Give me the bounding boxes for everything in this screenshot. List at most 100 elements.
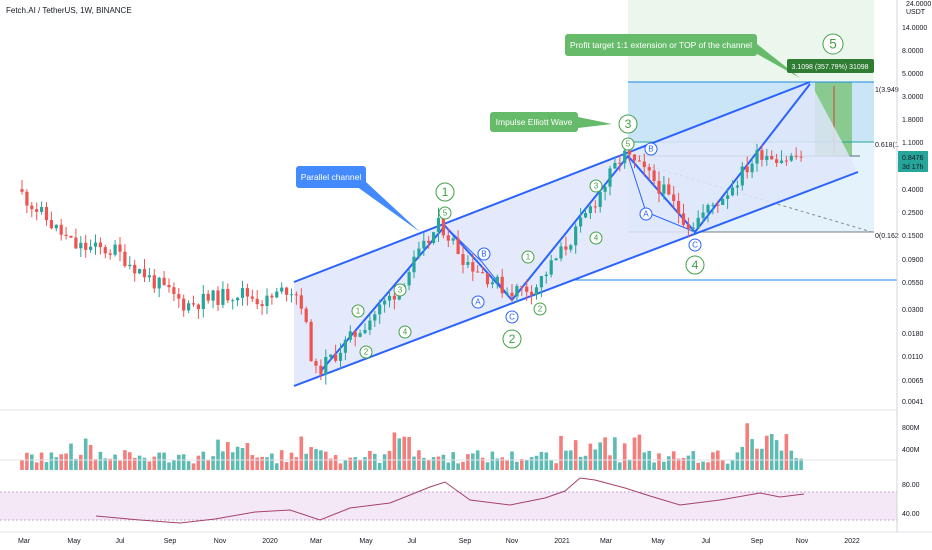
rsi-tick: 80.00 <box>902 482 920 489</box>
volume-bar <box>191 463 196 470</box>
candle-body <box>314 361 318 366</box>
candle-body <box>245 288 249 297</box>
time-axis-tick: Mar <box>18 538 31 545</box>
candle-body <box>466 262 470 265</box>
candle-body <box>363 329 367 334</box>
candle-body <box>20 189 24 192</box>
candle-body <box>329 354 333 357</box>
volume-bar <box>59 454 63 470</box>
volume-bar <box>485 462 490 470</box>
price-axis-tick: 0.0550 <box>902 280 924 287</box>
volume-bar <box>118 460 122 470</box>
volume-bar <box>98 451 103 470</box>
candle-body <box>745 166 749 173</box>
price-axis-tick: 0.1500 <box>902 233 924 240</box>
volume-bar <box>774 440 779 470</box>
candle-body <box>113 244 117 255</box>
volume-bar <box>549 460 553 470</box>
wave-minor-b-1: 1 <box>526 253 531 262</box>
candle-body <box>79 242 83 249</box>
volume-bar <box>54 457 59 470</box>
volume-bar <box>20 460 24 470</box>
volume-bar <box>618 462 622 470</box>
candle-body <box>30 205 34 210</box>
wave-corr-c-ring <box>505 310 519 324</box>
wave-minor-b-5: 5 <box>626 140 631 149</box>
volume-bar <box>725 463 730 470</box>
candle-body <box>226 289 230 301</box>
candle-body <box>770 156 774 160</box>
candle-body <box>779 160 784 164</box>
volume-bar <box>216 439 220 470</box>
wave-minor-b-4-ring <box>589 231 603 245</box>
wave-minor-1: 1 <box>356 307 361 316</box>
candle-body <box>304 308 308 322</box>
candle-body <box>240 288 245 298</box>
volume-bar <box>113 454 117 470</box>
volume-bar <box>720 459 725 470</box>
volume-bar <box>25 452 29 470</box>
candle-body <box>632 154 637 161</box>
candle-body <box>206 293 210 301</box>
volume-bar <box>529 457 534 470</box>
volume-bar <box>309 447 313 470</box>
candle-body <box>755 150 759 164</box>
candle-body <box>436 217 441 233</box>
candle-body <box>481 272 485 274</box>
wave-minor-b-4: 4 <box>594 234 599 243</box>
volume-bar <box>613 437 617 470</box>
candle-body <box>147 275 151 278</box>
candle-body <box>89 246 93 250</box>
wave-minor-2: 2 <box>364 348 369 357</box>
candle-body <box>368 320 372 330</box>
volume-bar <box>226 442 230 470</box>
profit-callout-box <box>565 34 757 56</box>
volume-tick: 800M <box>902 425 920 432</box>
volume-bar <box>162 452 166 470</box>
volume-bar <box>559 435 563 470</box>
volume-bar <box>255 457 259 470</box>
wave-minor-5-ring <box>438 206 452 220</box>
price-axis-tick: 0.2500 <box>902 210 924 217</box>
volume-bar <box>412 456 416 470</box>
volume-bar <box>520 458 524 470</box>
wave-minor-2-ring <box>359 345 373 359</box>
candle-body <box>93 242 98 247</box>
volume-bar <box>88 444 93 470</box>
fib-label-0618: 0.618(1 <box>875 142 899 149</box>
volume-bar <box>206 459 210 470</box>
volume-bar <box>637 434 642 470</box>
volume-bar <box>265 457 269 470</box>
candle-body <box>74 237 78 249</box>
volume-bar <box>338 463 343 470</box>
volume-bar <box>196 455 201 470</box>
volume-bar <box>328 458 333 470</box>
time-axis-tick: Jul <box>702 538 711 545</box>
candle-body <box>569 245 573 250</box>
wave-minor-b-3: 3 <box>594 182 599 191</box>
wave-minor-1-ring <box>351 304 365 318</box>
candle-body <box>667 184 671 195</box>
volume-bar <box>79 454 83 470</box>
candle-body <box>103 247 107 254</box>
candle-body <box>446 235 450 241</box>
candle-body <box>451 238 455 241</box>
rsi-band <box>0 492 897 520</box>
candle-body <box>647 167 651 171</box>
candle-body <box>422 240 426 249</box>
wave-corr-b: B <box>481 250 486 259</box>
volume-bar <box>172 459 176 470</box>
candle-body <box>201 293 205 310</box>
volume-bar <box>363 457 367 470</box>
volume-bar <box>740 446 745 470</box>
wave-minor-5: 5 <box>443 209 448 218</box>
candle-body <box>211 290 215 301</box>
wave-minor-b-3-ring <box>589 179 603 193</box>
time-axis-tick: May <box>651 538 665 545</box>
candle-body <box>510 292 514 297</box>
candle-body <box>485 273 490 285</box>
volume-bar <box>662 461 666 470</box>
candle-body <box>299 295 303 309</box>
